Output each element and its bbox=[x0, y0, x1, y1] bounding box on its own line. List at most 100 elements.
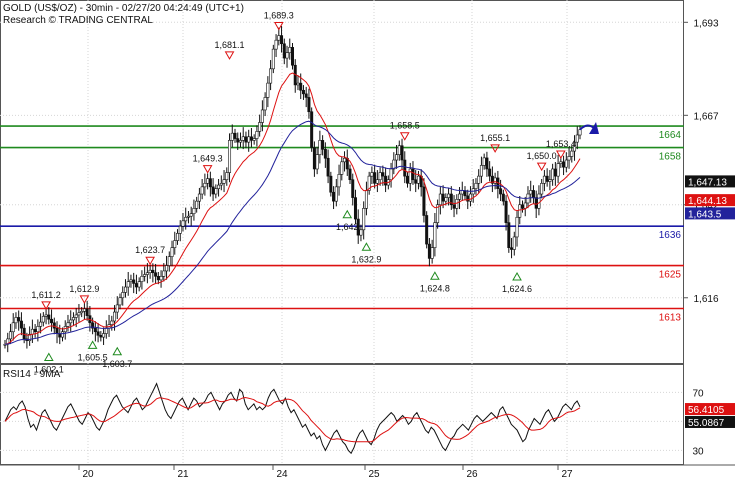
candle-body bbox=[468, 193, 472, 202]
candle-body bbox=[290, 47, 294, 66]
candle-body bbox=[501, 193, 505, 202]
candle-body bbox=[241, 136, 245, 141]
candle-body bbox=[41, 316, 45, 323]
candle-body bbox=[490, 175, 494, 184]
x-tick-label: 24 bbox=[276, 469, 288, 480]
candle-body bbox=[271, 48, 275, 70]
level-label: 1613 bbox=[659, 312, 682, 323]
candle-body bbox=[189, 213, 193, 217]
candle-body bbox=[441, 193, 445, 202]
price-y-tick-label: 1,642 bbox=[693, 201, 718, 212]
candle-body bbox=[206, 178, 210, 184]
candle-body bbox=[222, 179, 226, 184]
candle-body bbox=[165, 265, 169, 272]
price-tag-label: 1,643.5 bbox=[688, 209, 722, 220]
candle-body bbox=[359, 229, 363, 236]
candle-body bbox=[518, 204, 522, 218]
swing-low-label: 1,624.8 bbox=[420, 283, 450, 293]
support-resistance-levels: 1664 1658 1636 1625 1613 bbox=[0, 125, 684, 323]
candle-body bbox=[217, 184, 221, 189]
candle-body bbox=[96, 331, 100, 336]
candle-body bbox=[230, 132, 234, 141]
price-tag-bg bbox=[685, 415, 735, 428]
candle-body bbox=[123, 286, 127, 293]
price-y-tick-label: 1,667 bbox=[693, 111, 718, 122]
candle-body bbox=[301, 89, 305, 95]
candle-body bbox=[403, 159, 407, 177]
candle-body bbox=[156, 275, 160, 281]
candle-body bbox=[362, 208, 366, 231]
candle-body bbox=[274, 39, 278, 50]
candle-body bbox=[28, 333, 32, 341]
swing-low-marker bbox=[512, 271, 522, 281]
candle-body bbox=[375, 179, 379, 184]
candle-body bbox=[384, 175, 388, 186]
candle-body bbox=[74, 314, 78, 318]
candle-body bbox=[77, 312, 81, 316]
price-tag-label: 1,644.13 bbox=[688, 196, 727, 207]
candle-body bbox=[307, 97, 311, 113]
candle-body bbox=[145, 272, 149, 275]
moving-average-lines bbox=[4, 72, 581, 345]
price-y-axis: 1,616 1,642 1,667 1,693 bbox=[684, 18, 719, 305]
swing-high-marker bbox=[202, 165, 213, 174]
candle-body bbox=[548, 179, 552, 182]
candle-body bbox=[238, 140, 242, 143]
candle-body bbox=[493, 177, 497, 184]
rsi-gridlines bbox=[0, 391, 684, 451]
candle-body bbox=[312, 147, 316, 170]
candle-body bbox=[82, 308, 86, 312]
swing-high-label: 1,681.1 bbox=[215, 40, 245, 50]
swing-high-label: 1,653.4 bbox=[546, 139, 576, 149]
candle-body bbox=[263, 97, 267, 111]
candle-body bbox=[466, 195, 470, 202]
level-label: 1664 bbox=[659, 130, 682, 141]
candle-body bbox=[200, 186, 204, 195]
candle-body bbox=[485, 157, 489, 170]
candle-body bbox=[14, 317, 18, 324]
price-tag-bg bbox=[685, 175, 735, 188]
candle-body bbox=[33, 328, 37, 333]
candle-body bbox=[258, 122, 262, 132]
candle-body bbox=[507, 222, 511, 248]
price-tag-label: 1,647.13 bbox=[688, 177, 727, 188]
candle-body bbox=[134, 283, 138, 288]
candle-body bbox=[113, 311, 117, 322]
candle-body bbox=[430, 247, 434, 259]
candle-body bbox=[304, 93, 308, 98]
candle-body bbox=[578, 129, 582, 136]
candle-body bbox=[447, 193, 451, 198]
candle-body bbox=[8, 331, 12, 340]
candle-body bbox=[343, 157, 347, 163]
candle-body bbox=[444, 197, 448, 202]
candle-body bbox=[80, 311, 84, 314]
candle-body bbox=[118, 297, 122, 306]
candle-body bbox=[47, 314, 51, 320]
candle-body bbox=[50, 318, 54, 324]
candle-body bbox=[416, 175, 420, 184]
x-tick-label: 27 bbox=[561, 469, 573, 480]
candle-body bbox=[378, 172, 382, 181]
swing-high-label: 1,623.7 bbox=[135, 245, 165, 255]
candle-body bbox=[260, 109, 264, 123]
candle-body bbox=[285, 52, 289, 59]
candle-body bbox=[104, 327, 108, 334]
candle-body bbox=[452, 204, 456, 209]
candle-body bbox=[126, 281, 130, 288]
swing-high-marker bbox=[555, 150, 566, 159]
swing-low-label: 1,603.7 bbox=[102, 359, 132, 369]
candle-body bbox=[326, 157, 330, 177]
candle-body bbox=[233, 132, 237, 139]
candle-body bbox=[11, 322, 15, 333]
price-tag-bg bbox=[685, 403, 735, 416]
candle-body bbox=[266, 82, 270, 98]
candle-body bbox=[148, 269, 152, 274]
candle-body bbox=[337, 174, 341, 188]
forecast-arrow-head bbox=[589, 122, 599, 135]
price-tag-bg bbox=[685, 194, 735, 207]
candle-body bbox=[129, 279, 133, 282]
candle-body bbox=[176, 233, 180, 241]
candle-body bbox=[551, 168, 555, 181]
candle-body bbox=[30, 328, 34, 335]
candle-body bbox=[69, 319, 73, 324]
